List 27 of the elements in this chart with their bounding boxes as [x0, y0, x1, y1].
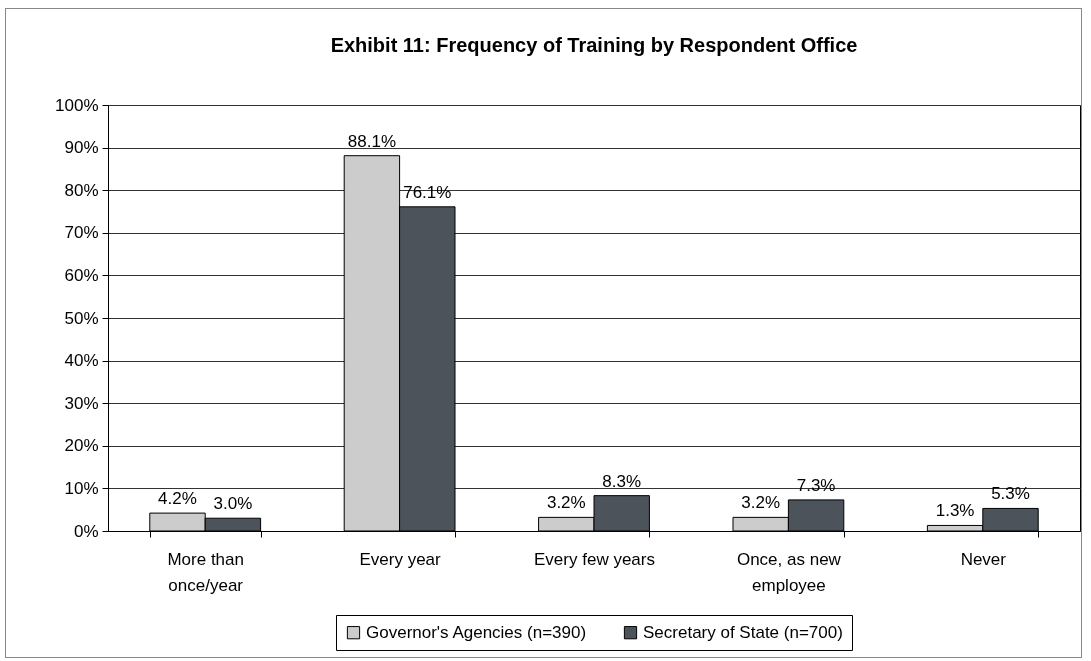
legend-label: Governor's Agencies (n=390) [366, 622, 587, 642]
data-label: 3.2% [741, 493, 781, 513]
data-label: 3.2% [546, 493, 586, 513]
y-tick-label: 10% [64, 478, 99, 498]
legend-label: Secretary of State (n=700) [643, 622, 843, 642]
data-label: 1.3% [935, 501, 975, 521]
y-tick-label: 90% [64, 138, 99, 158]
x-tick-label: Every few years [534, 549, 655, 569]
data-label: 8.3% [602, 471, 642, 491]
x-tick-label: More than once/year [167, 549, 244, 595]
data-label: 3.0% [213, 494, 253, 514]
y-tick-label: 20% [64, 436, 99, 456]
y-tick-label: 0% [73, 521, 99, 541]
data-label: 4.2% [158, 489, 197, 509]
x-tick-label: Every year [359, 549, 442, 569]
y-tick-label: 40% [64, 351, 99, 371]
x-tick-label: Never [960, 549, 1007, 569]
chart-title: Exhibit 11: Frequency of Training by Respondent Office [330, 34, 858, 56]
y-tick-label: 70% [64, 223, 99, 243]
x-tick-label: Once, as new employee [736, 549, 842, 595]
y-tick-label: 100% [55, 95, 99, 115]
data-label: 5.3% [991, 484, 1030, 504]
y-tick-label: 60% [64, 265, 99, 285]
y-tick-label: 50% [64, 308, 99, 328]
data-label: 88.1% [347, 131, 396, 151]
y-tick-label: 80% [64, 180, 99, 200]
y-tick-label: 30% [64, 393, 99, 413]
